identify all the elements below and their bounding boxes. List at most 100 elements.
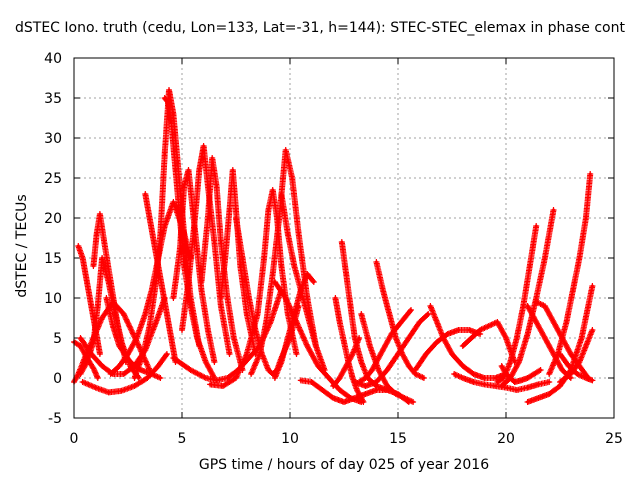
data-point: [286, 336, 290, 340]
data-point: [361, 400, 365, 404]
data-point: [590, 284, 594, 288]
data-point: [493, 384, 497, 388]
data-point: [169, 120, 173, 124]
data-point: [534, 320, 538, 324]
data-point: [297, 232, 301, 236]
data-point: [117, 344, 121, 348]
data-point: [262, 256, 266, 260]
data-point: [266, 208, 270, 212]
data-point: [584, 216, 588, 220]
y-tick-label: 10: [44, 291, 62, 307]
data-point: [314, 344, 318, 348]
data-point: [571, 288, 575, 292]
data-point: [575, 372, 579, 376]
data-point: [174, 168, 178, 172]
data-point: [163, 224, 167, 228]
data-point: [310, 380, 314, 384]
data-point: [182, 184, 186, 188]
series-21: [278, 191, 319, 349]
data-point: [305, 344, 309, 348]
data-point: [154, 320, 158, 324]
data-point: [441, 336, 445, 340]
data-point: [536, 396, 540, 400]
data-point: [81, 380, 85, 384]
data-point: [292, 264, 296, 268]
data-point: [156, 364, 160, 368]
data-point: [426, 312, 430, 316]
data-point: [547, 380, 551, 384]
data-point: [353, 336, 357, 340]
data-point: [338, 376, 342, 380]
data-point: [223, 256, 227, 260]
data-point: [560, 368, 564, 372]
data-point: [225, 296, 229, 300]
data-point: [249, 372, 253, 376]
series-43: [557, 327, 596, 385]
data-point: [284, 148, 288, 152]
data-point: [590, 378, 594, 382]
data-point: [137, 376, 141, 380]
data-point: [577, 360, 581, 364]
data-point: [340, 240, 344, 244]
data-point: [580, 336, 584, 340]
data-point: [500, 364, 504, 368]
data-point: [165, 352, 169, 356]
data-point: [98, 352, 102, 356]
data-point: [558, 384, 562, 388]
data-point: [504, 386, 508, 390]
data-point: [122, 312, 126, 316]
data-point: [368, 344, 372, 348]
y-tick-label: 35: [44, 91, 62, 107]
data-point: [126, 352, 130, 356]
data-point: [547, 372, 551, 376]
series-31: [356, 307, 414, 385]
data-point: [115, 320, 119, 324]
data-point: [232, 336, 236, 340]
data-point: [331, 396, 335, 400]
data-point: [327, 376, 331, 380]
data-point: [370, 368, 374, 372]
data-point: [91, 366, 95, 370]
data-point: [461, 364, 465, 368]
data-point: [277, 216, 281, 220]
data-point: [269, 320, 273, 324]
data-point: [219, 240, 223, 244]
data-point: [266, 368, 270, 372]
data-point: [78, 372, 82, 376]
data-point: [89, 352, 93, 356]
data-point: [189, 304, 193, 308]
data-point: [299, 288, 303, 292]
data-point: [344, 272, 348, 276]
data-point: [526, 304, 530, 308]
data-point: [539, 368, 543, 372]
y-tick-label: 30: [44, 131, 62, 147]
data-point: [385, 384, 389, 388]
data-point: [286, 312, 290, 316]
series-34: [451, 371, 553, 393]
data-point: [377, 356, 381, 360]
data-point: [564, 320, 568, 324]
data-point: [552, 320, 556, 324]
x-tick-label: 0: [70, 431, 79, 447]
data-point: [253, 328, 257, 332]
data-point: [208, 382, 212, 386]
data-point: [148, 324, 152, 328]
data-point: [148, 216, 152, 220]
data-point: [396, 324, 400, 328]
data-point: [284, 296, 288, 300]
data-point: [342, 340, 346, 344]
data-point: [100, 364, 104, 368]
data-point: [413, 368, 417, 372]
chart-title: dSTEC Iono. truth (cedu, Lon=133, Lat=-3…: [15, 20, 625, 36]
data-point: [234, 216, 238, 220]
data-point: [515, 388, 519, 392]
data-point: [158, 376, 162, 380]
data-point: [167, 88, 171, 92]
data-point: [543, 304, 547, 308]
data-point: [521, 304, 525, 308]
data-point: [279, 360, 283, 364]
data-point: [228, 352, 232, 356]
data-point: [526, 386, 530, 390]
series-5: [90, 211, 129, 365]
data-point: [588, 172, 592, 176]
